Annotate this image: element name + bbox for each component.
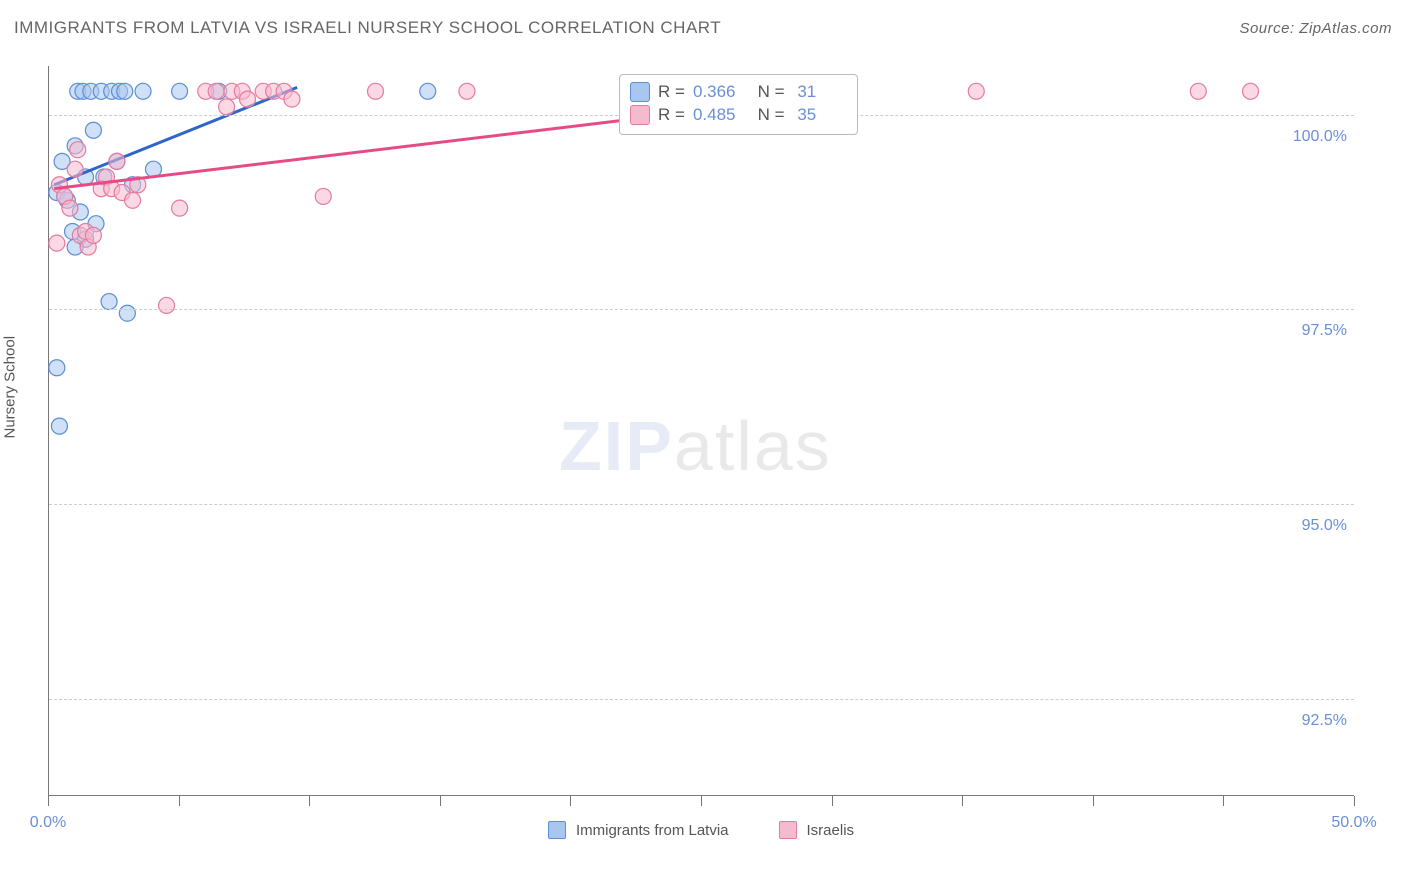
title-bar: IMMIGRANTS FROM LATVIA VS ISRAELI NURSER… [14, 18, 1392, 38]
scatter-point-israelis [67, 161, 83, 177]
scatter-point-israelis [49, 235, 65, 251]
scatter-point-israelis [172, 200, 188, 216]
x-tick-mark [570, 796, 571, 806]
scatter-point-latvia [119, 305, 135, 321]
plot-area: ZIPatlas 92.5%95.0%97.5%100.0%R =0.366 N… [48, 66, 1354, 796]
stats-n-label: N = [753, 105, 785, 125]
x-tick-mark [832, 796, 833, 806]
chart-svg [49, 66, 1355, 796]
stats-n-value-latvia: 31 [793, 82, 845, 102]
stats-row-israelis: R = 0.485 N = 35 [630, 105, 845, 125]
legend-swatch-latvia [548, 821, 566, 839]
gridline-h [49, 309, 1354, 310]
scatter-point-latvia [51, 418, 67, 434]
chart-title: IMMIGRANTS FROM LATVIA VS ISRAELI NURSER… [14, 18, 721, 38]
scatter-point-latvia [420, 83, 436, 99]
legend-label-latvia: Immigrants from Latvia [576, 822, 729, 839]
y-axis-label: Nursery School [2, 336, 19, 439]
scatter-point-latvia [101, 294, 117, 310]
y-tick-label: 95.0% [1255, 517, 1355, 535]
stats-r-value-latvia: 0.366 [693, 82, 745, 102]
scatter-point-israelis [315, 188, 331, 204]
scatter-point-israelis [459, 83, 475, 99]
stats-swatch-latvia [630, 82, 650, 102]
scatter-point-israelis [208, 83, 224, 99]
stats-r-label: R = [658, 105, 685, 125]
x-tick-mark [1093, 796, 1094, 806]
scatter-point-latvia [135, 83, 151, 99]
scatter-point-israelis [70, 142, 86, 158]
scatter-point-israelis [968, 83, 984, 99]
x-tick-mark [440, 796, 441, 806]
scatter-point-israelis [368, 83, 384, 99]
x-tick-mark [1223, 796, 1224, 806]
gridline-h [49, 699, 1354, 700]
x-tick-mark [1354, 796, 1355, 806]
scatter-point-latvia [85, 122, 101, 138]
x-tick-mark [309, 796, 310, 806]
legend-label-israelis: Israelis [807, 822, 855, 839]
legend-entry-latvia: Immigrants from Latvia [548, 821, 729, 839]
y-tick-label: 97.5% [1255, 322, 1355, 340]
gridline-h [49, 504, 1354, 505]
y-tick-label: 92.5% [1255, 712, 1355, 730]
scatter-point-israelis [240, 91, 256, 107]
stats-swatch-israelis [630, 105, 650, 125]
x-tick-mark [962, 796, 963, 806]
scatter-point-israelis [1243, 83, 1259, 99]
bottom-legend: Immigrants from Latvia Israelis [48, 821, 1354, 839]
scatter-point-israelis [62, 200, 78, 216]
stats-n-label: N = [753, 82, 785, 102]
stats-box: R = 0.366 N = 31 R = 0.485 N = 35 [619, 74, 858, 135]
scatter-point-latvia [172, 83, 188, 99]
stats-r-label: R = [658, 82, 685, 102]
legend-entry-israelis: Israelis [779, 821, 855, 839]
scatter-point-israelis [159, 297, 175, 313]
scatter-point-israelis [109, 153, 125, 169]
x-tick-mark [48, 796, 49, 806]
scatter-point-israelis [284, 91, 300, 107]
stats-r-value-israelis: 0.485 [693, 105, 745, 125]
scatter-point-latvia [117, 83, 133, 99]
scatter-point-latvia [49, 360, 65, 376]
y-tick-label: 100.0% [1255, 128, 1355, 146]
scatter-point-israelis [125, 192, 141, 208]
scatter-point-israelis [219, 99, 235, 115]
source-label: Source: ZipAtlas.com [1239, 20, 1392, 37]
x-tick-mark [701, 796, 702, 806]
scatter-point-israelis [1190, 83, 1206, 99]
legend-swatch-israelis [779, 821, 797, 839]
stats-row-latvia: R = 0.366 N = 31 [630, 82, 845, 102]
scatter-point-israelis [85, 227, 101, 243]
stats-n-value-israelis: 35 [793, 105, 845, 125]
x-tick-mark [179, 796, 180, 806]
